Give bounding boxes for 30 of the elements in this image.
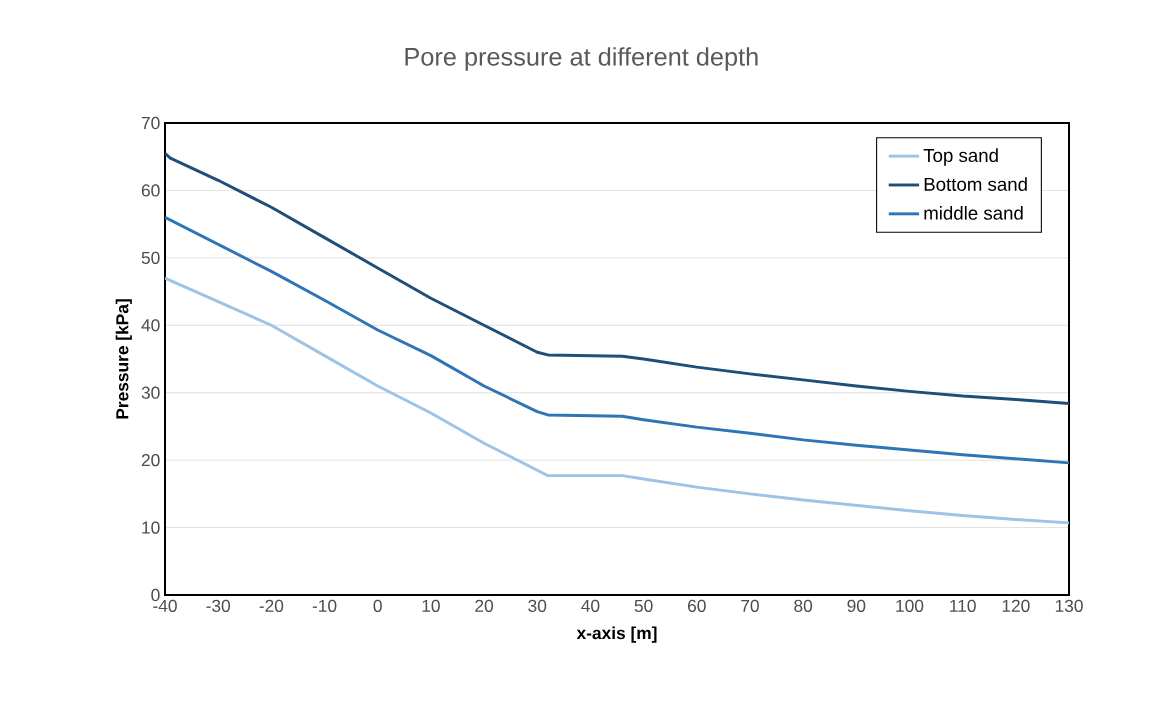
y-tick-label: 60	[141, 184, 160, 197]
x-tick-label: 110	[950, 599, 976, 612]
x-axis-title: x-axis [m]	[576, 626, 657, 643]
x-tick-label: 60	[688, 599, 706, 612]
legend-label: Bottom sand	[924, 177, 1027, 191]
x-tick-label: 10	[422, 599, 440, 612]
y-tick-label: 50	[141, 251, 160, 264]
x-tick-label: 80	[794, 599, 813, 612]
x-tick-label: -30	[206, 599, 231, 612]
y-tick-label: 70	[141, 116, 160, 130]
x-tick-label: 120	[1002, 599, 1030, 612]
x-tick-label: 30	[528, 599, 547, 612]
x-tick-label: 0	[373, 599, 382, 612]
x-tick-label: 50	[634, 599, 653, 612]
y-axis-title: Pressure [kPa]	[115, 299, 132, 419]
x-tick-label: -20	[259, 599, 284, 612]
y-tick-label: 30	[141, 386, 160, 399]
legend-label: Top sand	[923, 148, 998, 166]
x-tick-label: 20	[475, 599, 494, 612]
x-tick-label: 70	[741, 599, 759, 612]
y-tick-label: 40	[141, 319, 160, 332]
y-tick-label: 10	[142, 521, 160, 534]
x-tick-label: 100	[896, 599, 924, 612]
x-tick-label: 90	[847, 599, 866, 612]
y-tick-label: 20	[141, 454, 160, 467]
chart-title: Pore pressure at different depth	[405, 47, 758, 71]
x-tick-label: 130	[1055, 599, 1083, 612]
legend-label: middle sand	[924, 206, 1023, 220]
x-tick-label: -10	[312, 599, 337, 612]
x-tick-label: 40	[581, 599, 600, 612]
